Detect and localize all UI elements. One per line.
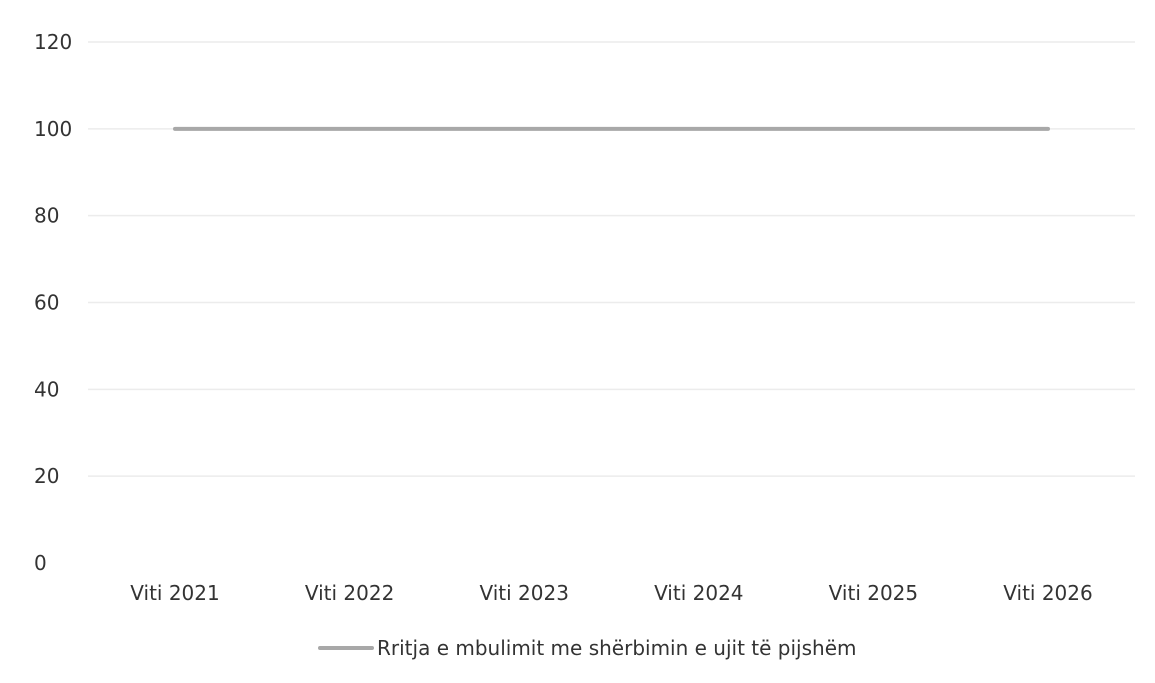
y-tick-label: 100: [34, 117, 72, 141]
y-tick-label: 80: [34, 204, 59, 228]
y-axis: 0 20 40 60 80 100 120: [34, 30, 72, 575]
x-tick-label: Viti 2023: [479, 581, 568, 605]
y-tick-label: 40: [34, 377, 59, 401]
legend-label: Rritja e mbulimit me shërbimin e ujit të…: [377, 636, 857, 660]
x-tick-label: Viti 2022: [305, 581, 394, 605]
x-tick-label: Viti 2021: [130, 581, 219, 605]
y-tick-label: 0: [34, 551, 47, 575]
x-tick-label: Viti 2026: [1003, 581, 1092, 605]
legend: Rritja e mbulimit me shërbimin e ujit të…: [318, 636, 857, 660]
x-tick-label: Viti 2025: [829, 581, 918, 605]
x-tick-label: Viti 2024: [654, 581, 743, 605]
y-tick-label: 120: [34, 30, 72, 54]
gridlines: [88, 41, 1135, 477]
y-tick-label: 60: [34, 291, 59, 315]
x-axis: Viti 2021 Viti 2022 Viti 2023 Viti 2024 Viti…: [130, 581, 1092, 605]
y-tick-label: 20: [34, 464, 59, 488]
